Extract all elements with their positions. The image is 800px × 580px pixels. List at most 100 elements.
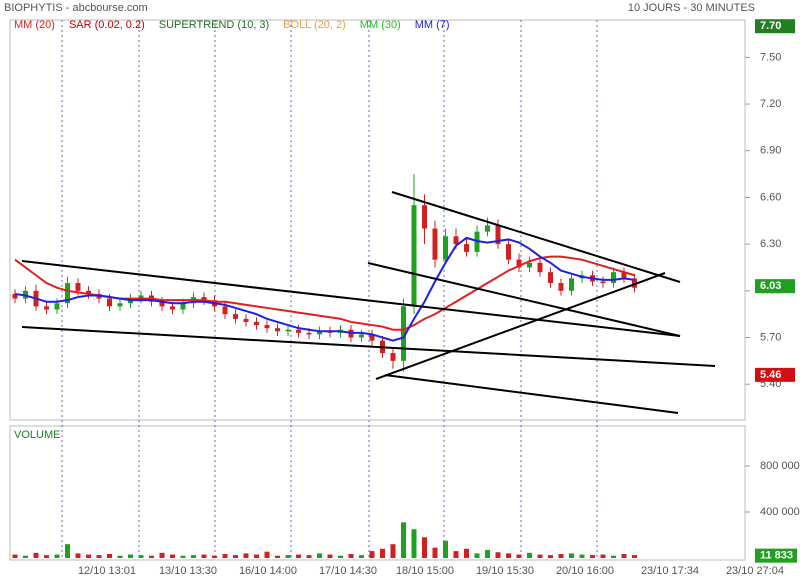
candle-body xyxy=(495,225,501,245)
x-tick-label: 23/10 17:34 xyxy=(641,565,699,577)
candle-body xyxy=(264,325,270,329)
volume-bar xyxy=(485,549,490,558)
volume-bar xyxy=(401,522,406,558)
volume-bar xyxy=(222,553,228,558)
candle-body xyxy=(170,306,175,310)
y-tick-label: 7.50 xyxy=(760,51,781,63)
candle-body xyxy=(44,306,49,310)
candle-body xyxy=(632,278,637,288)
legend-entry: SUPERTREND (10, 3) xyxy=(159,19,269,31)
candle-body xyxy=(359,334,364,338)
volume-bar xyxy=(12,554,18,558)
candle-body xyxy=(12,293,18,299)
x-tick-label: 23/10 27:04 xyxy=(726,565,784,577)
price-marker xyxy=(755,19,795,34)
price-marker-label: 7.70 xyxy=(760,20,781,32)
candle-body xyxy=(537,262,543,273)
candle-body xyxy=(107,298,112,307)
volume-bar xyxy=(579,554,585,558)
y-tick-label: 800 000 xyxy=(760,460,800,472)
volume-bar xyxy=(317,553,322,558)
volume-bar xyxy=(443,540,448,558)
trend-lines xyxy=(21,191,716,414)
candle-body xyxy=(75,283,81,291)
volume-bar xyxy=(170,554,175,558)
volume-bar xyxy=(506,553,511,558)
x-tick-label: 19/10 15:30 xyxy=(476,565,534,577)
volume-bar xyxy=(348,553,354,558)
candle-body xyxy=(86,290,91,294)
candle-body xyxy=(611,272,616,284)
candle-body xyxy=(254,321,259,326)
volume-bar xyxy=(380,548,385,558)
volume-bar xyxy=(33,552,39,558)
volume-bar xyxy=(369,551,375,558)
volume-bar xyxy=(569,553,574,558)
candle-body xyxy=(621,272,627,279)
volume-bar xyxy=(75,553,81,558)
candle-body xyxy=(54,303,60,310)
volume-bar xyxy=(474,553,480,558)
volume-bar xyxy=(432,547,438,558)
volume-bar xyxy=(621,553,627,558)
y-tick-label: 6.60 xyxy=(760,191,781,203)
volume-bar xyxy=(306,555,312,558)
candle-body xyxy=(527,262,532,268)
candle-body xyxy=(243,318,249,322)
candle-body xyxy=(516,259,522,268)
volume-marker-label: 11 833 xyxy=(760,550,793,562)
candle-body xyxy=(222,306,228,315)
volume-bar xyxy=(243,553,249,558)
candle-body xyxy=(422,205,427,229)
x-tick-label: 20/10 16:00 xyxy=(556,565,614,577)
volume-bar xyxy=(233,555,238,558)
x-tick-label: 18/10 15:00 xyxy=(396,565,454,577)
volume-bar xyxy=(422,537,427,558)
candle-body xyxy=(432,228,438,260)
y-tick-label: 6.30 xyxy=(760,238,781,250)
volume-bar xyxy=(558,553,564,558)
volume-bar xyxy=(86,554,91,558)
volume-marker xyxy=(755,548,797,563)
candle-body xyxy=(233,314,238,319)
candle-body xyxy=(506,244,511,260)
volume-bar xyxy=(212,555,217,558)
candle-body xyxy=(401,306,406,361)
candle-body xyxy=(275,328,280,332)
volume-bar xyxy=(159,552,165,558)
volume-bar xyxy=(128,554,133,558)
volume-bar xyxy=(632,555,637,558)
candle-body xyxy=(464,244,469,252)
volume-bar xyxy=(537,554,543,558)
legend-entry: SAR (0.02, 0.2) xyxy=(69,19,145,31)
volume-bar xyxy=(44,555,49,558)
candle-body xyxy=(317,331,322,335)
candle-body xyxy=(369,334,375,341)
volume-bar xyxy=(275,555,280,558)
volume-bar xyxy=(453,551,459,558)
candle-body xyxy=(485,225,490,232)
y-tick-label: 7.20 xyxy=(760,98,781,110)
volume-bar xyxy=(327,554,333,558)
price-marker-label: 6.03 xyxy=(760,280,781,292)
volume-bar xyxy=(495,552,501,558)
volume-bar xyxy=(65,544,70,558)
price-marker xyxy=(755,367,795,382)
x-tick-label: 16/10 14:00 xyxy=(239,565,297,577)
volume-bar xyxy=(180,555,186,558)
y-tick-label: 6.90 xyxy=(760,145,781,157)
volume-bar xyxy=(600,554,606,558)
volume-bar xyxy=(149,555,154,558)
volume-bar xyxy=(117,555,123,558)
volume-bar xyxy=(191,555,196,558)
period: 10 JOURS - 30 MINUTES xyxy=(628,2,755,14)
y-tick-label: 5.70 xyxy=(760,331,781,343)
legend-entry: MM (30) xyxy=(360,19,401,31)
candle-body xyxy=(600,281,606,284)
legend-entry: BOLL (20, 2) xyxy=(283,19,346,31)
legend-entry: MM (7) xyxy=(415,19,450,31)
candle-body xyxy=(296,329,301,333)
x-tick-label: 17/10 14:30 xyxy=(319,565,377,577)
price-panel xyxy=(9,19,746,421)
